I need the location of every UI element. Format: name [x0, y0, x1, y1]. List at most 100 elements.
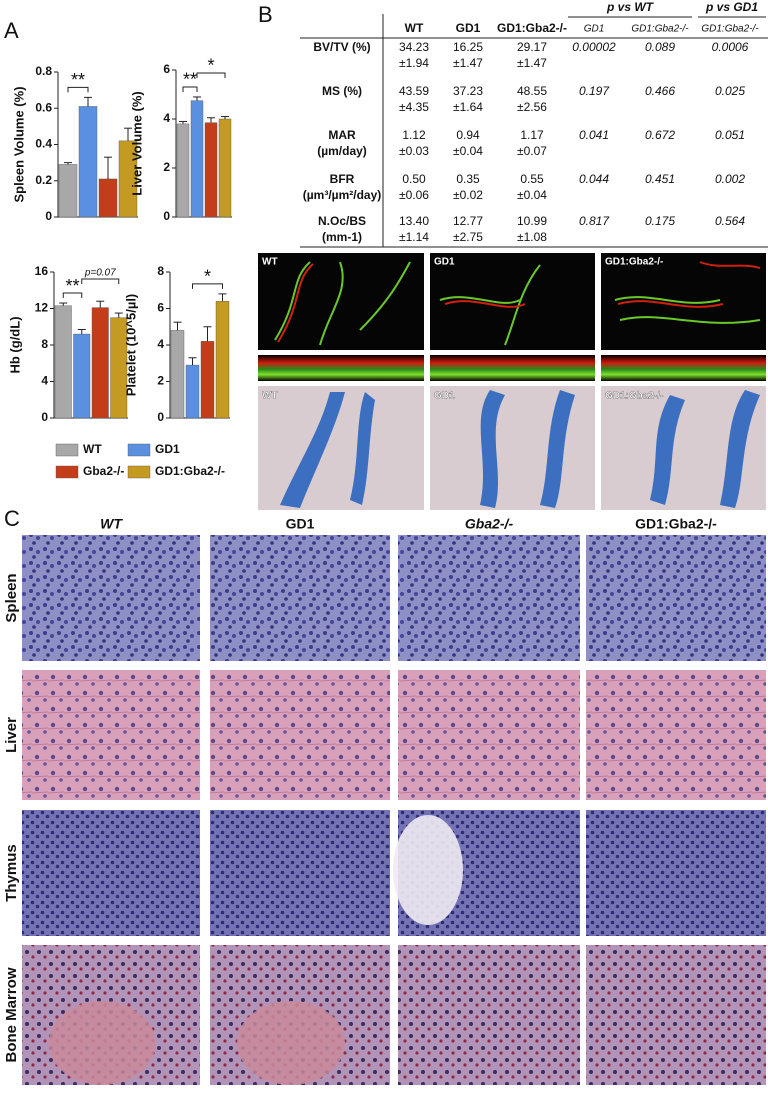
micrograph-label: GD1 [434, 257, 455, 268]
panel-label: C [4, 506, 20, 531]
row-label: (µm/day) [317, 144, 367, 158]
table-cell: ±0.03 [399, 144, 429, 158]
histology-image [22, 535, 200, 661]
histology-image [398, 945, 580, 1085]
bar [54, 305, 72, 419]
y-tick-label: 0 [163, 209, 170, 223]
p-value: 0.051 [715, 128, 745, 142]
legend-label: WT [83, 442, 102, 456]
row-label: (µm³/µm²/day) [303, 188, 382, 202]
histology-image [210, 535, 390, 661]
magnified-strip [258, 355, 424, 381]
panel-label: A [4, 18, 19, 43]
table-cell: ±1.47 [517, 56, 547, 70]
table-cell: 1.12 [402, 128, 426, 142]
bar [78, 106, 98, 218]
y-tick-label: 8 [41, 337, 48, 351]
legend-swatch [55, 443, 79, 457]
p-value: 0.041 [579, 128, 609, 142]
p-column-header: GD1 [584, 24, 605, 35]
micrograph-label: GD1 [434, 391, 455, 402]
y-tick-label: 4 [157, 337, 164, 351]
p-value: 0.00002 [572, 40, 616, 54]
table-cell: ±1.14 [399, 230, 429, 244]
table-cell: 37.23 [453, 84, 483, 98]
table-cell: ±2.75 [453, 230, 483, 244]
row-label: Liver [3, 717, 20, 753]
fluorescence-images [258, 253, 766, 510]
micrograph-label: WT [262, 257, 278, 268]
table-cell: ±0.04 [453, 144, 483, 158]
micrograph-label: WT [262, 391, 278, 402]
table-cell: ±1.64 [453, 100, 483, 114]
table-cell: 0.35 [456, 172, 480, 186]
legend-swatch [127, 443, 151, 457]
bar [73, 333, 91, 419]
y-axis-label: Hb (g/dL) [7, 316, 22, 373]
p-value: 0.0006 [712, 40, 749, 54]
p-value: 0.672 [645, 128, 675, 142]
bar [204, 122, 218, 218]
bar [185, 364, 200, 419]
y-tick-label: 2 [157, 374, 164, 388]
y-tick-label: 12 [35, 301, 49, 315]
y-tick-label: 6 [157, 301, 164, 315]
y-tick-label: 6 [163, 62, 170, 76]
magnified-strip [430, 355, 595, 381]
row-label: MS (%) [322, 84, 362, 98]
micrograph-label: GD1:Gba2-/- [605, 391, 663, 402]
p-value: 0.197 [579, 84, 610, 98]
y-tick-label: 0.6 [35, 100, 52, 114]
bar [58, 164, 78, 218]
bar [91, 307, 109, 419]
row-label: BV/TV (%) [313, 40, 370, 54]
p-value: 0.002 [715, 172, 745, 186]
p-value: 0.025 [715, 84, 745, 98]
row-label: BFR [330, 172, 355, 186]
p-value: 0.451 [645, 172, 675, 186]
y-tick-label: 4 [41, 374, 48, 388]
panel-label: B [258, 2, 273, 27]
y-tick-label: 0 [41, 410, 48, 424]
table-cell: ±0.06 [399, 188, 429, 202]
table-cell: ±0.02 [453, 188, 483, 202]
p-value: 0.044 [579, 172, 609, 186]
y-tick-label: 16 [35, 264, 49, 278]
column-header: GD1:Gba2-/- [497, 21, 567, 35]
table-cell: 0.94 [456, 128, 480, 142]
y-tick-label: 0.8 [35, 64, 52, 78]
row-label: MAR [328, 128, 356, 142]
y-tick-label: 0 [45, 209, 52, 223]
p-value: 0.175 [645, 214, 675, 228]
table-cell: ±0.04 [517, 188, 547, 202]
significance-bracket [62, 292, 83, 299]
table-cell: 29.17 [517, 40, 547, 54]
histology-image [210, 670, 390, 800]
y-axis-label: Platelet (10^5/µl) [123, 294, 138, 397]
table-cell: 1.17 [520, 128, 544, 142]
y-tick-label: 0 [157, 410, 164, 424]
table-cell: 12.77 [453, 214, 483, 228]
significance-label: * [207, 56, 214, 76]
micrograph-label: GD1:Gba2-/- [605, 257, 663, 268]
p-group-header: p vs GD1 [705, 0, 758, 14]
bar [176, 123, 190, 218]
column-header: GD1 [456, 21, 481, 35]
row-label: (mm-1) [322, 230, 362, 244]
histology-image [586, 810, 766, 936]
table-cell: 0.50 [402, 172, 426, 186]
column-header: Gba2-/- [465, 516, 514, 532]
bone-region [48, 1001, 156, 1085]
magnified-strip [601, 355, 766, 381]
table-cell: 13.40 [399, 214, 429, 228]
y-tick-label: 2 [163, 160, 170, 174]
row-label: Bone Marrow [3, 967, 20, 1062]
p-value: 0.089 [645, 40, 675, 54]
table-cell: 0.55 [520, 172, 544, 186]
table-cell: ±1.08 [517, 230, 547, 244]
table-cell: 34.23 [399, 40, 429, 54]
histology-image [586, 535, 766, 661]
y-axis-label: Spleen Volume (%) [11, 86, 26, 202]
column-header: GD1 [286, 516, 315, 532]
